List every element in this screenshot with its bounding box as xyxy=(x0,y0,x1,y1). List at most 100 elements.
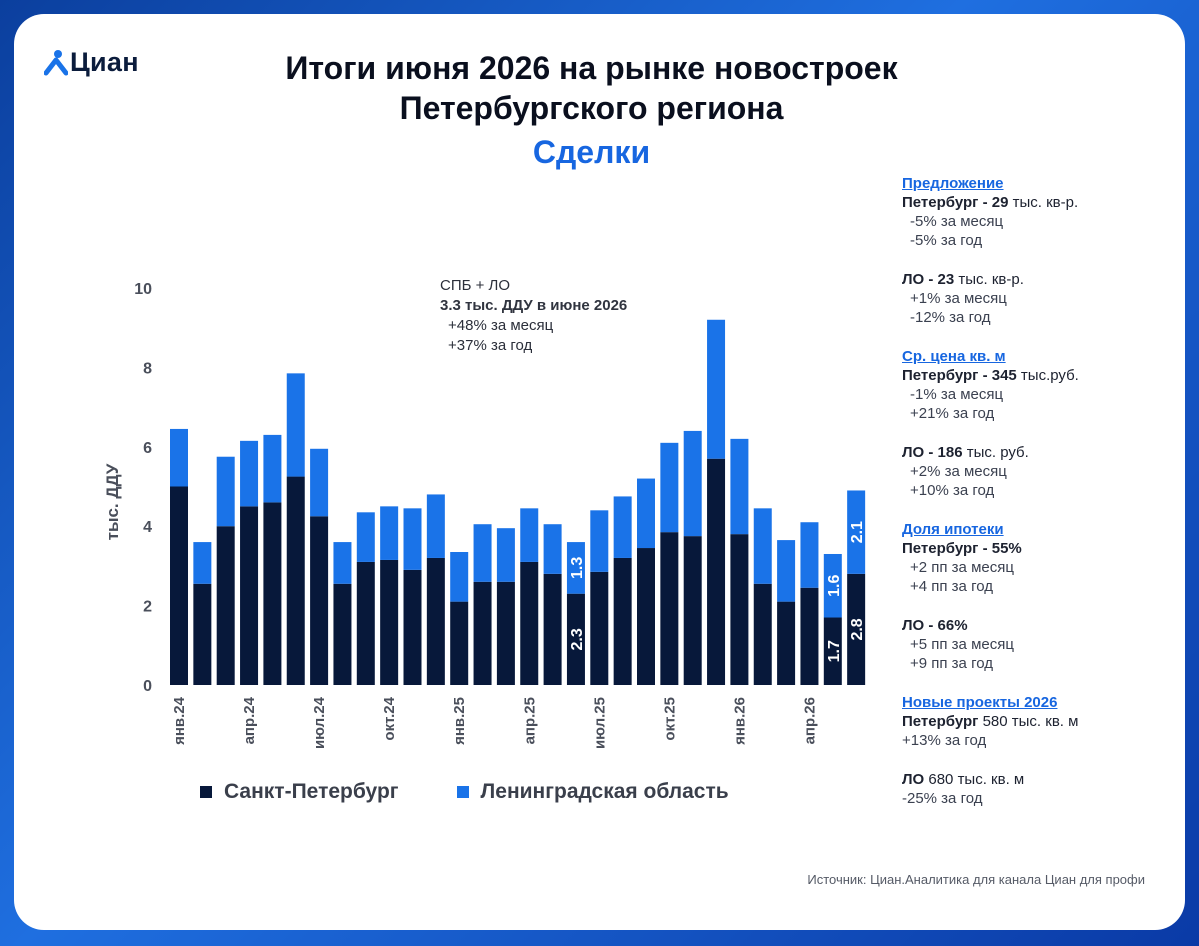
price-lo-month: +2% за месяц xyxy=(910,463,1007,480)
chart-legend: Санкт-Петербург Ленинградская область xyxy=(200,780,787,804)
mortgage-spb-label: Петербург - 55% xyxy=(902,540,1022,557)
data-label-lo: 2.1 xyxy=(849,521,866,543)
bar-spb xyxy=(473,581,492,685)
projects-lo-value: 680 тыс. кв. м xyxy=(924,771,1025,788)
bar-spb xyxy=(170,486,188,685)
bar-lo xyxy=(380,506,399,560)
price-spb-unit: тыс.руб. xyxy=(1016,367,1079,384)
projects-spb-label: Петербург xyxy=(902,713,979,730)
source-note: Источник: Циан.Аналитика для канала Циан… xyxy=(807,872,1145,887)
price-spb-year: +21% за год xyxy=(910,405,995,422)
projects-spb-year: +13% за год xyxy=(902,732,987,749)
mortgage-lo: ЛО - 66% xyxy=(902,616,1174,635)
price-lo-label: ЛО - 186 xyxy=(902,444,963,461)
price-lo-unit: тыс. руб. xyxy=(962,444,1029,461)
annotation-line-2: 3.3 тыс. ДДУ в июне 2026 xyxy=(440,297,628,314)
bar-lo xyxy=(426,494,445,558)
projects-spb-value: 580 тыс. кв. м xyxy=(978,713,1079,730)
mortgage-heading[interactable]: Доля ипотеки xyxy=(902,521,1004,538)
total-annotation: СПБ + ЛО 3.3 тыс. ДДУ в июне 2026 +48% з… xyxy=(440,276,627,356)
page-title: Итоги июня 2026 на рынке новостроек Пете… xyxy=(14,48,1185,176)
bar-spb xyxy=(333,583,352,685)
bar-spb xyxy=(800,587,819,685)
title-line-2: Петербургского региона xyxy=(399,90,784,126)
bar-spb xyxy=(403,569,422,685)
legend-item-lo: Ленинградская область xyxy=(456,780,729,804)
bar-spb xyxy=(823,617,842,685)
supply-heading[interactable]: Предложение xyxy=(902,175,1004,192)
mortgage-lo-year: +9 пп за год xyxy=(910,655,993,672)
supply-lo-month: +1% за месяц xyxy=(910,290,1007,307)
mortgage-spb-year: +4 пп за год xyxy=(910,578,993,595)
bar-spb xyxy=(613,557,632,685)
supply-lo: ЛО - 23 тыс. кв-р. xyxy=(902,270,1174,289)
bar-spb xyxy=(310,516,329,685)
bar-spb xyxy=(240,506,259,685)
bar-spb xyxy=(566,593,585,685)
x-tick-label: апр.24 xyxy=(241,696,258,744)
y-tick-label: 2 xyxy=(143,599,152,616)
sidebar-stats: Предложение Петербург - 29 тыс. кв-р. -5… xyxy=(902,174,1174,808)
title-line-1: Итоги июня 2026 на рынке новостроек xyxy=(285,50,898,86)
deals-bar-chart: тыс. ДДУ 0 2 4 6 8 10 янв.24 апр.24 июл.24 окт.24 я… xyxy=(103,281,866,749)
bar-lo xyxy=(847,490,866,574)
bar-lo xyxy=(566,542,585,594)
bar-lo xyxy=(193,542,212,584)
annotation-line-4: +37% за год xyxy=(448,337,533,354)
brand-name: Циан xyxy=(70,47,139,77)
supply-spb-year: -5% за год xyxy=(910,232,983,249)
bar-lo xyxy=(356,512,375,562)
cian-logo-icon xyxy=(44,49,68,75)
x-tick-label: янв.24 xyxy=(171,696,188,745)
projects-heading[interactable]: Новые проекты 2026 xyxy=(902,694,1058,711)
supply-lo-label: ЛО - 23 xyxy=(902,271,955,288)
price-spb: Петербург - 345 тыс.руб. xyxy=(902,366,1174,385)
y-tick-label: 8 xyxy=(143,360,152,377)
annotation-line-3: +48% за месяц xyxy=(448,317,554,334)
price-spb-label: Петербург - 345 xyxy=(902,367,1017,384)
data-label-spb: 1.7 xyxy=(826,640,843,662)
bar-lo xyxy=(450,552,469,602)
bar-lo xyxy=(403,508,422,570)
bar-spb xyxy=(496,581,515,685)
bar-lo xyxy=(263,434,282,503)
bar-spb xyxy=(543,573,562,685)
y-tick-label: 10 xyxy=(134,281,152,298)
section-price: Ср. цена кв. м Петербург - 345 тыс.руб. … xyxy=(902,347,1174,500)
x-tick-label: окт.25 xyxy=(661,697,678,741)
x-tick-label: окт.24 xyxy=(381,696,398,740)
projects-lo-label: ЛО xyxy=(902,771,925,788)
y-tick-label: 4 xyxy=(143,519,152,536)
bar-lo xyxy=(520,508,539,562)
x-tick-label: июл.24 xyxy=(311,696,328,749)
mortgage-lo-month: +5 пп за месяц xyxy=(910,636,1014,653)
bar-lo xyxy=(800,522,819,588)
bar-lo xyxy=(473,524,492,582)
data-label-lo: 1.3 xyxy=(569,557,586,579)
bar-spb xyxy=(660,532,679,685)
x-tick-label: апр.25 xyxy=(521,697,538,744)
legend-label-spb: Санкт-Петербург xyxy=(224,780,399,803)
data-label-lo: 1.6 xyxy=(826,575,843,597)
price-heading[interactable]: Ср. цена кв. м xyxy=(902,348,1006,365)
projects-spb: Петербург 580 тыс. кв. м xyxy=(902,712,1174,731)
brand-logo[interactable]: Циан xyxy=(44,47,139,78)
bar-spb xyxy=(777,601,796,685)
section-mortgage: Доля ипотеки Петербург - 55% +2 пп за ме… xyxy=(902,520,1174,673)
y-tick-label: 0 xyxy=(143,678,152,695)
data-label-spb: 2.8 xyxy=(849,618,866,640)
bar-lo xyxy=(310,448,329,517)
annotation-line-1: СПБ + ЛО xyxy=(440,277,511,294)
bar-spb xyxy=(450,601,469,685)
y-axis-label: тыс. ДДУ xyxy=(103,463,122,540)
bar-lo xyxy=(823,553,842,618)
mortgage-spb: Петербург - 55% xyxy=(902,539,1174,558)
supply-lo-unit: тыс. кв-р. xyxy=(954,271,1024,288)
price-spb-month: -1% за месяц xyxy=(910,386,1004,403)
legend-swatch-lo xyxy=(456,786,469,798)
bar-spb xyxy=(286,476,305,685)
infographic-card: Циан Итоги июня 2026 на рынке новостроек… xyxy=(14,14,1185,930)
price-lo-year: +10% за год xyxy=(910,482,995,499)
legend-swatch-spb xyxy=(200,786,212,798)
bar-lo xyxy=(333,542,352,584)
